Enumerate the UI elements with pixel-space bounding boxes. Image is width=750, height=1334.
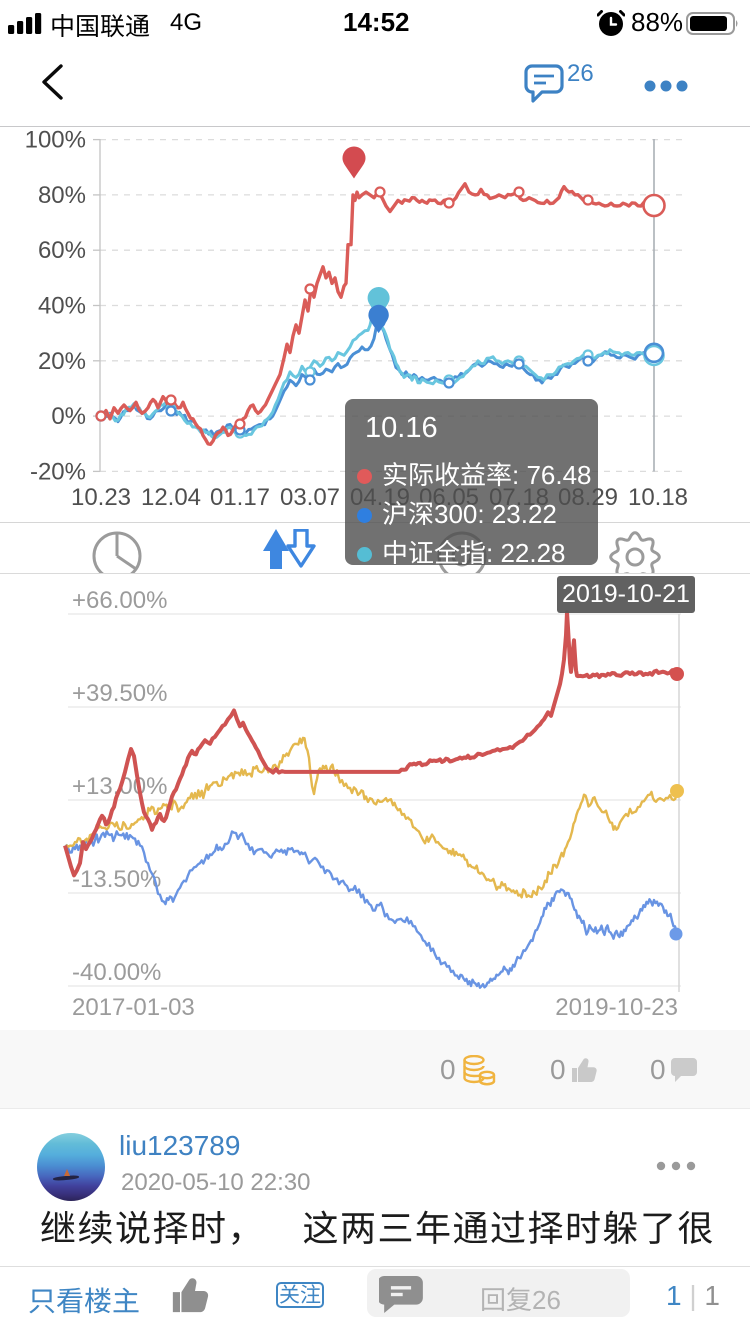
svg-text:0%: 0% <box>51 403 86 430</box>
svg-text:20%: 20% <box>38 348 86 375</box>
svg-text:40%: 40% <box>38 293 86 320</box>
svg-text:+39.50%: +39.50% <box>72 680 167 707</box>
svg-text:2017-01-03: 2017-01-03 <box>72 994 195 1021</box>
svg-text:60%: 60% <box>38 237 86 264</box>
svg-text:01.17: 01.17 <box>210 484 270 511</box>
svg-text:-40.00%: -40.00% <box>72 959 161 986</box>
svg-text:80%: 80% <box>38 182 86 209</box>
svg-text:-13.50%: -13.50% <box>72 866 161 893</box>
svg-text:-20%: -20% <box>30 458 86 485</box>
svg-text:100%: 100% <box>25 127 86 154</box>
svg-text:10.23: 10.23 <box>71 484 131 511</box>
svg-text:+66.00%: +66.00% <box>72 587 167 614</box>
svg-text:12.04: 12.04 <box>141 484 201 511</box>
svg-text:03.07: 03.07 <box>280 484 340 511</box>
svg-text:2019-10-23: 2019-10-23 <box>555 994 678 1021</box>
svg-text:10.18: 10.18 <box>628 484 688 511</box>
